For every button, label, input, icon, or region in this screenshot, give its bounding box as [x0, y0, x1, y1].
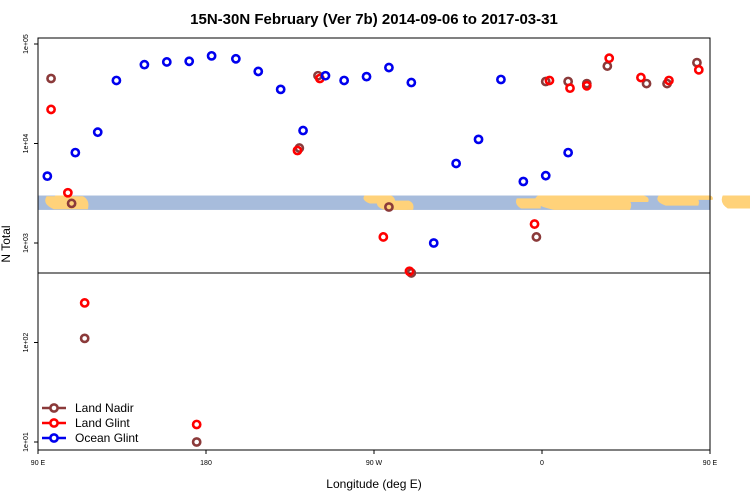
y-tick-label: 1e+05: [23, 34, 30, 54]
land-glint-point: [664, 75, 674, 86]
land-nadir-point: [46, 73, 56, 84]
land-nadir-point: [641, 78, 652, 89]
land-nadir-point: [721, 75, 728, 82]
land-glint-point: [378, 232, 389, 242]
ocean-glint-point: [230, 53, 241, 64]
x-tick-label: 90 E: [31, 460, 46, 467]
x-tick-label: 90 E: [703, 460, 718, 467]
data-points: [42, 50, 749, 447]
x-axis: 90 E 180 90 W 0 90 E: [31, 450, 718, 467]
land-glint-point: [565, 83, 575, 94]
y-tick-label: 1e+02: [23, 333, 30, 353]
ocean-glint-point: [253, 66, 264, 77]
ocean-glint-point: [496, 74, 506, 85]
land-shape: [534, 195, 632, 210]
ocean-glint-point: [473, 134, 484, 145]
ocean-glint-point: [339, 75, 350, 86]
legend-label: Ocean Glint: [75, 431, 139, 445]
land-glint-point: [581, 80, 592, 91]
y-tick-label: 1e+03: [23, 233, 30, 253]
ocean-glint-point: [275, 84, 286, 95]
land-nadir-point: [602, 61, 613, 71]
y-tick-label: 1e+04: [23, 134, 30, 154]
ocean-glint-point: [298, 125, 308, 136]
ocean-glint-point: [406, 77, 417, 88]
land-shape: [397, 204, 408, 210]
ocean-glint-point: [70, 147, 81, 158]
land-nadir-point: [79, 333, 90, 344]
legend-item-land-glint: Land Glint: [42, 416, 130, 430]
land-nadir-point: [66, 198, 77, 209]
ocean-glint-point: [206, 50, 217, 61]
x-axis-label: Longitude (deg E): [326, 477, 421, 491]
legend-item-ocean-glint: Ocean Glint: [42, 431, 139, 445]
land-glint-point: [721, 106, 728, 113]
land-glint-point: [79, 298, 90, 308]
ocean-glint-point: [184, 56, 195, 67]
legend-swatch-marker: [49, 433, 59, 443]
y-axis: 1e+01 1e+02 1e+03 1e+04 1e+05: [23, 34, 38, 452]
world-map-band: [38, 195, 750, 210]
legend-label: Land Glint: [75, 416, 130, 430]
y-tick-label: 1e+01: [23, 432, 30, 452]
ocean-glint-point: [161, 57, 172, 67]
land-shape: [516, 198, 541, 209]
land-nadir-point: [191, 437, 202, 447]
chart-title: 15N-30N February (Ver 7b) 2014-09-06 to …: [190, 11, 558, 28]
land-glint-point: [191, 419, 202, 430]
land-shape: [376, 200, 414, 210]
land-glint-point: [62, 187, 73, 198]
land-shape: [692, 195, 713, 200]
ocean-glint-point: [451, 158, 462, 169]
x-tick-label: 180: [200, 460, 212, 467]
ocean-glint-point: [540, 170, 551, 181]
y-axis-label: N Total: [0, 225, 13, 262]
ocean-glint-point: [518, 176, 529, 187]
land-glint-point: [636, 72, 646, 83]
ocean-glint-point: [92, 127, 103, 138]
land-glint-point: [742, 189, 749, 196]
legend-item-land-nadir: Land Nadir: [42, 401, 134, 415]
land-glint-point: [529, 219, 540, 229]
legend-swatch-marker: [49, 403, 59, 413]
ocean-glint-point: [361, 71, 372, 82]
ocean-glint-point: [139, 59, 150, 70]
land-glint-point: [604, 53, 615, 64]
x-tick-label: 0: [540, 460, 544, 467]
land-glint-point: [404, 266, 415, 277]
land-shape: [721, 195, 750, 209]
land-shape: [610, 195, 649, 203]
ocean-glint-point: [111, 75, 122, 86]
ocean-glint-point: [320, 70, 331, 81]
x-tick-label: 90 W: [366, 460, 383, 467]
land-shape: [657, 195, 699, 206]
land-nadir-point: [384, 202, 394, 212]
ocean-glint-point: [428, 238, 439, 248]
legend-swatch-marker: [49, 418, 59, 428]
legend-label: Land Nadir: [75, 401, 134, 415]
land-glint-point: [46, 104, 56, 115]
ocean-glint-point: [42, 171, 53, 182]
land-glint-point: [292, 145, 303, 156]
plot-frame: [37, 37, 711, 451]
land-glint-point: [544, 75, 555, 86]
land-glint-point: [693, 64, 704, 75]
land-nadir-point: [531, 232, 542, 242]
ocean-glint-point: [563, 147, 574, 158]
land-shape: [745, 195, 750, 206]
ocean-glint-point: [384, 62, 394, 73]
